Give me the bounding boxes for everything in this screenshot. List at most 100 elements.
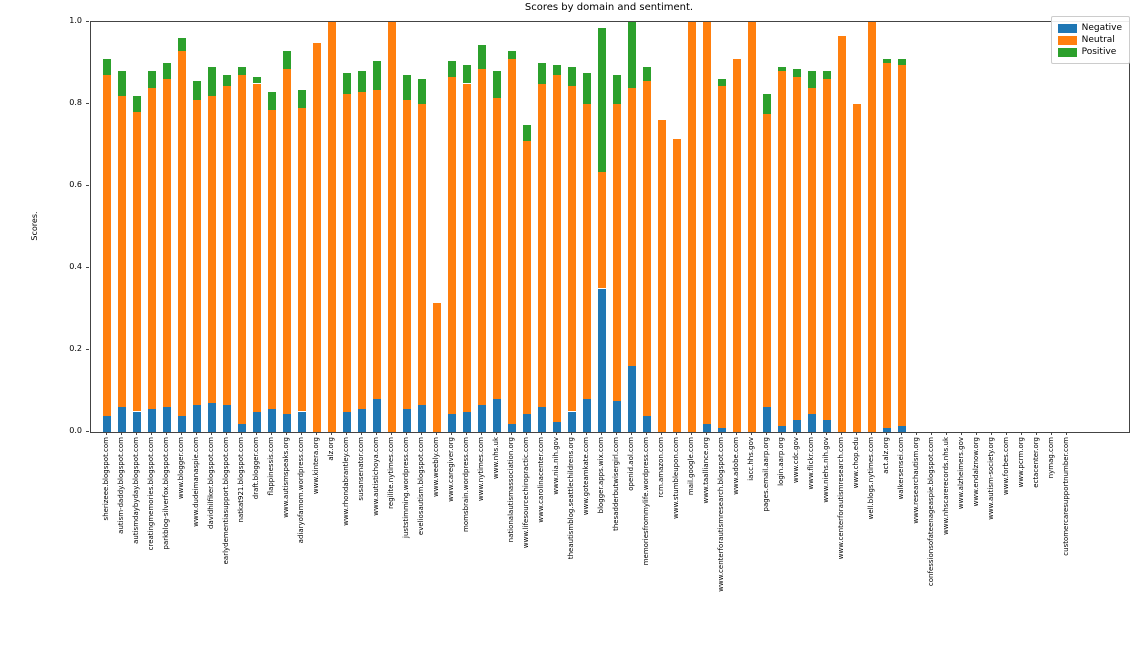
- bar-segment-neutral: [358, 91, 366, 410]
- bar-segment-neutral: [853, 104, 861, 432]
- x-tick-label: thesadderbutwisergirl.com: [612, 437, 620, 531]
- x-tick-mark: [1006, 432, 1007, 435]
- y-tick-mark: [86, 267, 89, 268]
- x-tick-mark: [826, 432, 827, 435]
- legend-label-neutral: Neutral: [1081, 35, 1115, 45]
- bar-segment-positive: [883, 58, 891, 63]
- bar-segment-neutral: [808, 87, 816, 414]
- bar-segment-positive: [523, 124, 531, 141]
- bar-segment-neutral: [508, 58, 516, 424]
- bar-segment-neutral: [868, 22, 876, 432]
- bar-segment-neutral: [253, 83, 261, 412]
- x-tick-mark: [391, 432, 392, 435]
- bar-segment-neutral: [673, 138, 681, 432]
- bar-segment-negative: [418, 405, 426, 432]
- bar-segment-neutral: [478, 69, 486, 406]
- x-tick-label: www.nhs.uk: [492, 437, 500, 479]
- x-tick-mark: [226, 432, 227, 435]
- x-tick-label: login.aarp.org: [777, 437, 785, 486]
- bar-segment-positive: [298, 89, 306, 109]
- bar-segment-negative: [163, 407, 171, 432]
- x-tick-mark: [211, 432, 212, 435]
- bar-segment-neutral: [703, 22, 711, 424]
- x-tick-mark: [511, 432, 512, 435]
- bar-segment-neutral: [643, 81, 651, 416]
- x-tick-mark: [166, 432, 167, 435]
- x-tick-mark: [151, 432, 152, 435]
- y-tick-mark: [86, 349, 89, 350]
- bar-segment-positive: [583, 73, 591, 104]
- bar-segment-negative: [493, 399, 501, 432]
- x-tick-label: theautismblog.seattlechildrens.org: [567, 437, 575, 560]
- x-tick-label: walkersensei.com: [897, 437, 905, 500]
- bar-segment-positive: [478, 44, 486, 70]
- bar-segment-neutral: [313, 42, 321, 432]
- x-tick-label: customercaresupportnumber.com: [1062, 437, 1070, 556]
- x-tick-mark: [481, 432, 482, 435]
- bar-segment-positive: [823, 71, 831, 80]
- x-tick-label: www.centerforautismresearch.com: [837, 437, 845, 560]
- x-tick-label: www.adobe.com: [732, 437, 740, 495]
- x-tick-mark: [271, 432, 272, 435]
- bar-segment-negative: [298, 411, 306, 432]
- x-tick-label: www.alzheimers.gov: [957, 437, 965, 510]
- x-tick-label: www.nytimes.com: [477, 437, 485, 501]
- bar-segment-negative: [523, 413, 531, 432]
- bar-segment-negative: [283, 413, 291, 432]
- x-tick-label: www.autism-society.org: [987, 437, 995, 520]
- x-tick-label: www.goteamkate.com: [582, 437, 590, 516]
- x-tick-mark: [721, 432, 722, 435]
- bar-segment-positive: [283, 50, 291, 70]
- x-tick-label: nationalautismassociation.org: [507, 437, 515, 543]
- bar-segment-positive: [763, 93, 771, 115]
- x-tick-label: nymag.com: [1047, 437, 1055, 479]
- bar-segment-positive: [373, 60, 381, 90]
- bar-segment-neutral: [388, 22, 396, 432]
- x-tick-label: autism-daddy.blogspot.com: [117, 437, 125, 534]
- bar-segment-neutral: [403, 99, 411, 410]
- x-tick-mark: [901, 432, 902, 435]
- bar-segment-neutral: [898, 65, 906, 426]
- x-tick-label: www.stumbleupon.com: [672, 437, 680, 519]
- x-tick-mark: [661, 432, 662, 435]
- bar-segment-negative: [133, 411, 141, 432]
- bar-segment-positive: [718, 79, 726, 86]
- x-tick-mark: [196, 432, 197, 435]
- bar-segment-neutral: [883, 63, 891, 428]
- bar-segment-positive: [358, 71, 366, 92]
- bar-segment-neutral: [523, 140, 531, 414]
- y-tick-label: 0.0: [69, 426, 82, 435]
- bar-segment-negative: [583, 399, 591, 432]
- bar-segment-positive: [148, 71, 156, 88]
- y-tick-label: 0.2: [69, 344, 82, 353]
- y-tick-label: 0.6: [69, 180, 82, 189]
- x-tick-label: www.forbes.com: [1002, 437, 1010, 495]
- bar-segment-negative: [343, 411, 351, 432]
- x-tick-mark: [871, 432, 872, 435]
- bar-segment-negative: [628, 366, 636, 432]
- x-tick-mark: [526, 432, 527, 435]
- bar-segment-positive: [208, 67, 216, 96]
- bar-segment-negative: [883, 427, 891, 432]
- bar-segment-negative: [643, 415, 651, 432]
- bar-segment-neutral: [628, 87, 636, 367]
- x-tick-label: www.autistichoya.com: [372, 437, 380, 516]
- x-tick-mark: [691, 432, 692, 435]
- x-tick-mark: [676, 432, 677, 435]
- x-tick-label: ectacenter.org: [1032, 437, 1040, 488]
- x-tick-label: pages.email.aarp.org: [762, 437, 770, 512]
- bar-segment-negative: [778, 425, 786, 432]
- x-tick-label: sherizeee.blogspot.com: [102, 437, 110, 521]
- x-tick-label: www.rhondabrantley.com: [342, 437, 350, 526]
- bar-segment-neutral: [328, 22, 336, 432]
- x-tick-label: www.nhscarerecords.nhs.uk: [942, 437, 950, 535]
- x-tick-mark: [991, 432, 992, 435]
- x-tick-mark: [466, 432, 467, 435]
- x-tick-mark: [796, 432, 797, 435]
- x-tick-label: juststimming.wordpress.com: [402, 437, 410, 538]
- x-tick-mark: [586, 432, 587, 435]
- negative-color-swatch: [1057, 23, 1077, 33]
- bar-segment-neutral: [748, 22, 756, 432]
- y-tick-mark: [86, 185, 89, 186]
- x-tick-label: openid.aol.com: [627, 437, 635, 491]
